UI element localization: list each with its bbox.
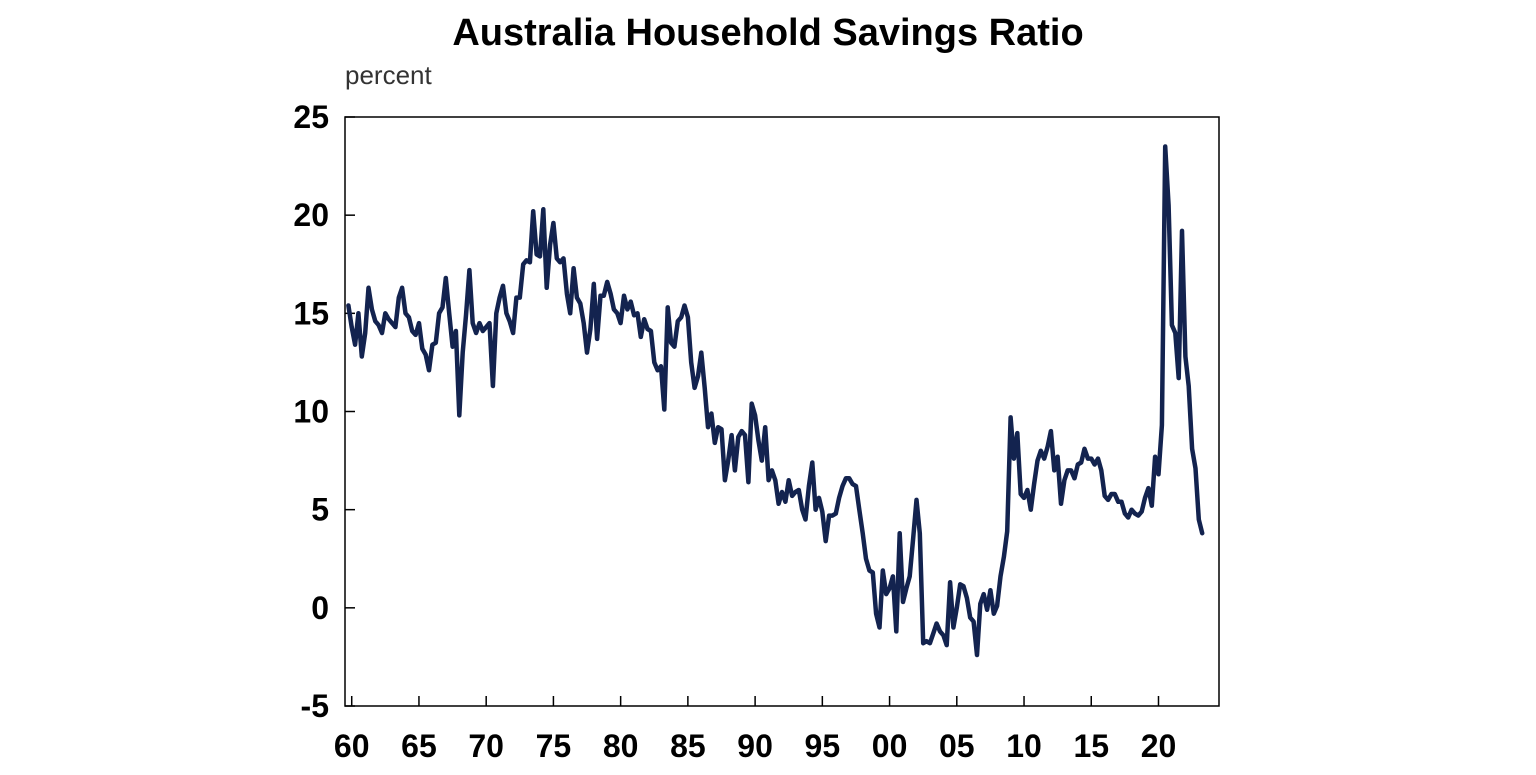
y-tick-label: 15 bbox=[293, 295, 329, 331]
x-tick-label: 85 bbox=[670, 728, 706, 764]
x-tick-label: 60 bbox=[334, 728, 370, 764]
y-tick-label: 20 bbox=[293, 197, 329, 233]
chart-title: Australia Household Savings Ratio bbox=[452, 12, 1084, 54]
x-tick-label: 75 bbox=[536, 728, 572, 764]
x-tick-label: 15 bbox=[1073, 728, 1109, 764]
x-tick-label: 10 bbox=[1006, 728, 1042, 764]
x-tick-label: 00 bbox=[872, 728, 908, 764]
y-axis: -5 0 5 10 15 20 25 bbox=[293, 99, 355, 724]
y-axis-unit-label: percent bbox=[345, 60, 432, 90]
x-tick-label: 80 bbox=[603, 728, 639, 764]
x-tick-label: 20 bbox=[1141, 728, 1177, 764]
savings-ratio-line bbox=[346, 144, 1205, 658]
x-tick-label: 95 bbox=[805, 728, 841, 764]
y-tick-label: 5 bbox=[311, 492, 329, 528]
x-tick-label: 65 bbox=[401, 728, 437, 764]
x-tick-label: 05 bbox=[939, 728, 975, 764]
y-tick-label: 0 bbox=[311, 590, 329, 626]
x-axis: 60 65 70 75 80 85 90 95 00 05 10 15 20 bbox=[334, 696, 1176, 764]
x-tick-label: 70 bbox=[468, 728, 504, 764]
y-tick-label: 10 bbox=[293, 394, 329, 430]
plot-area-frame bbox=[344, 116, 1220, 707]
y-tick-label: 25 bbox=[293, 99, 329, 135]
x-tick-label: 90 bbox=[737, 728, 773, 764]
y-tick-label: -5 bbox=[301, 688, 329, 724]
